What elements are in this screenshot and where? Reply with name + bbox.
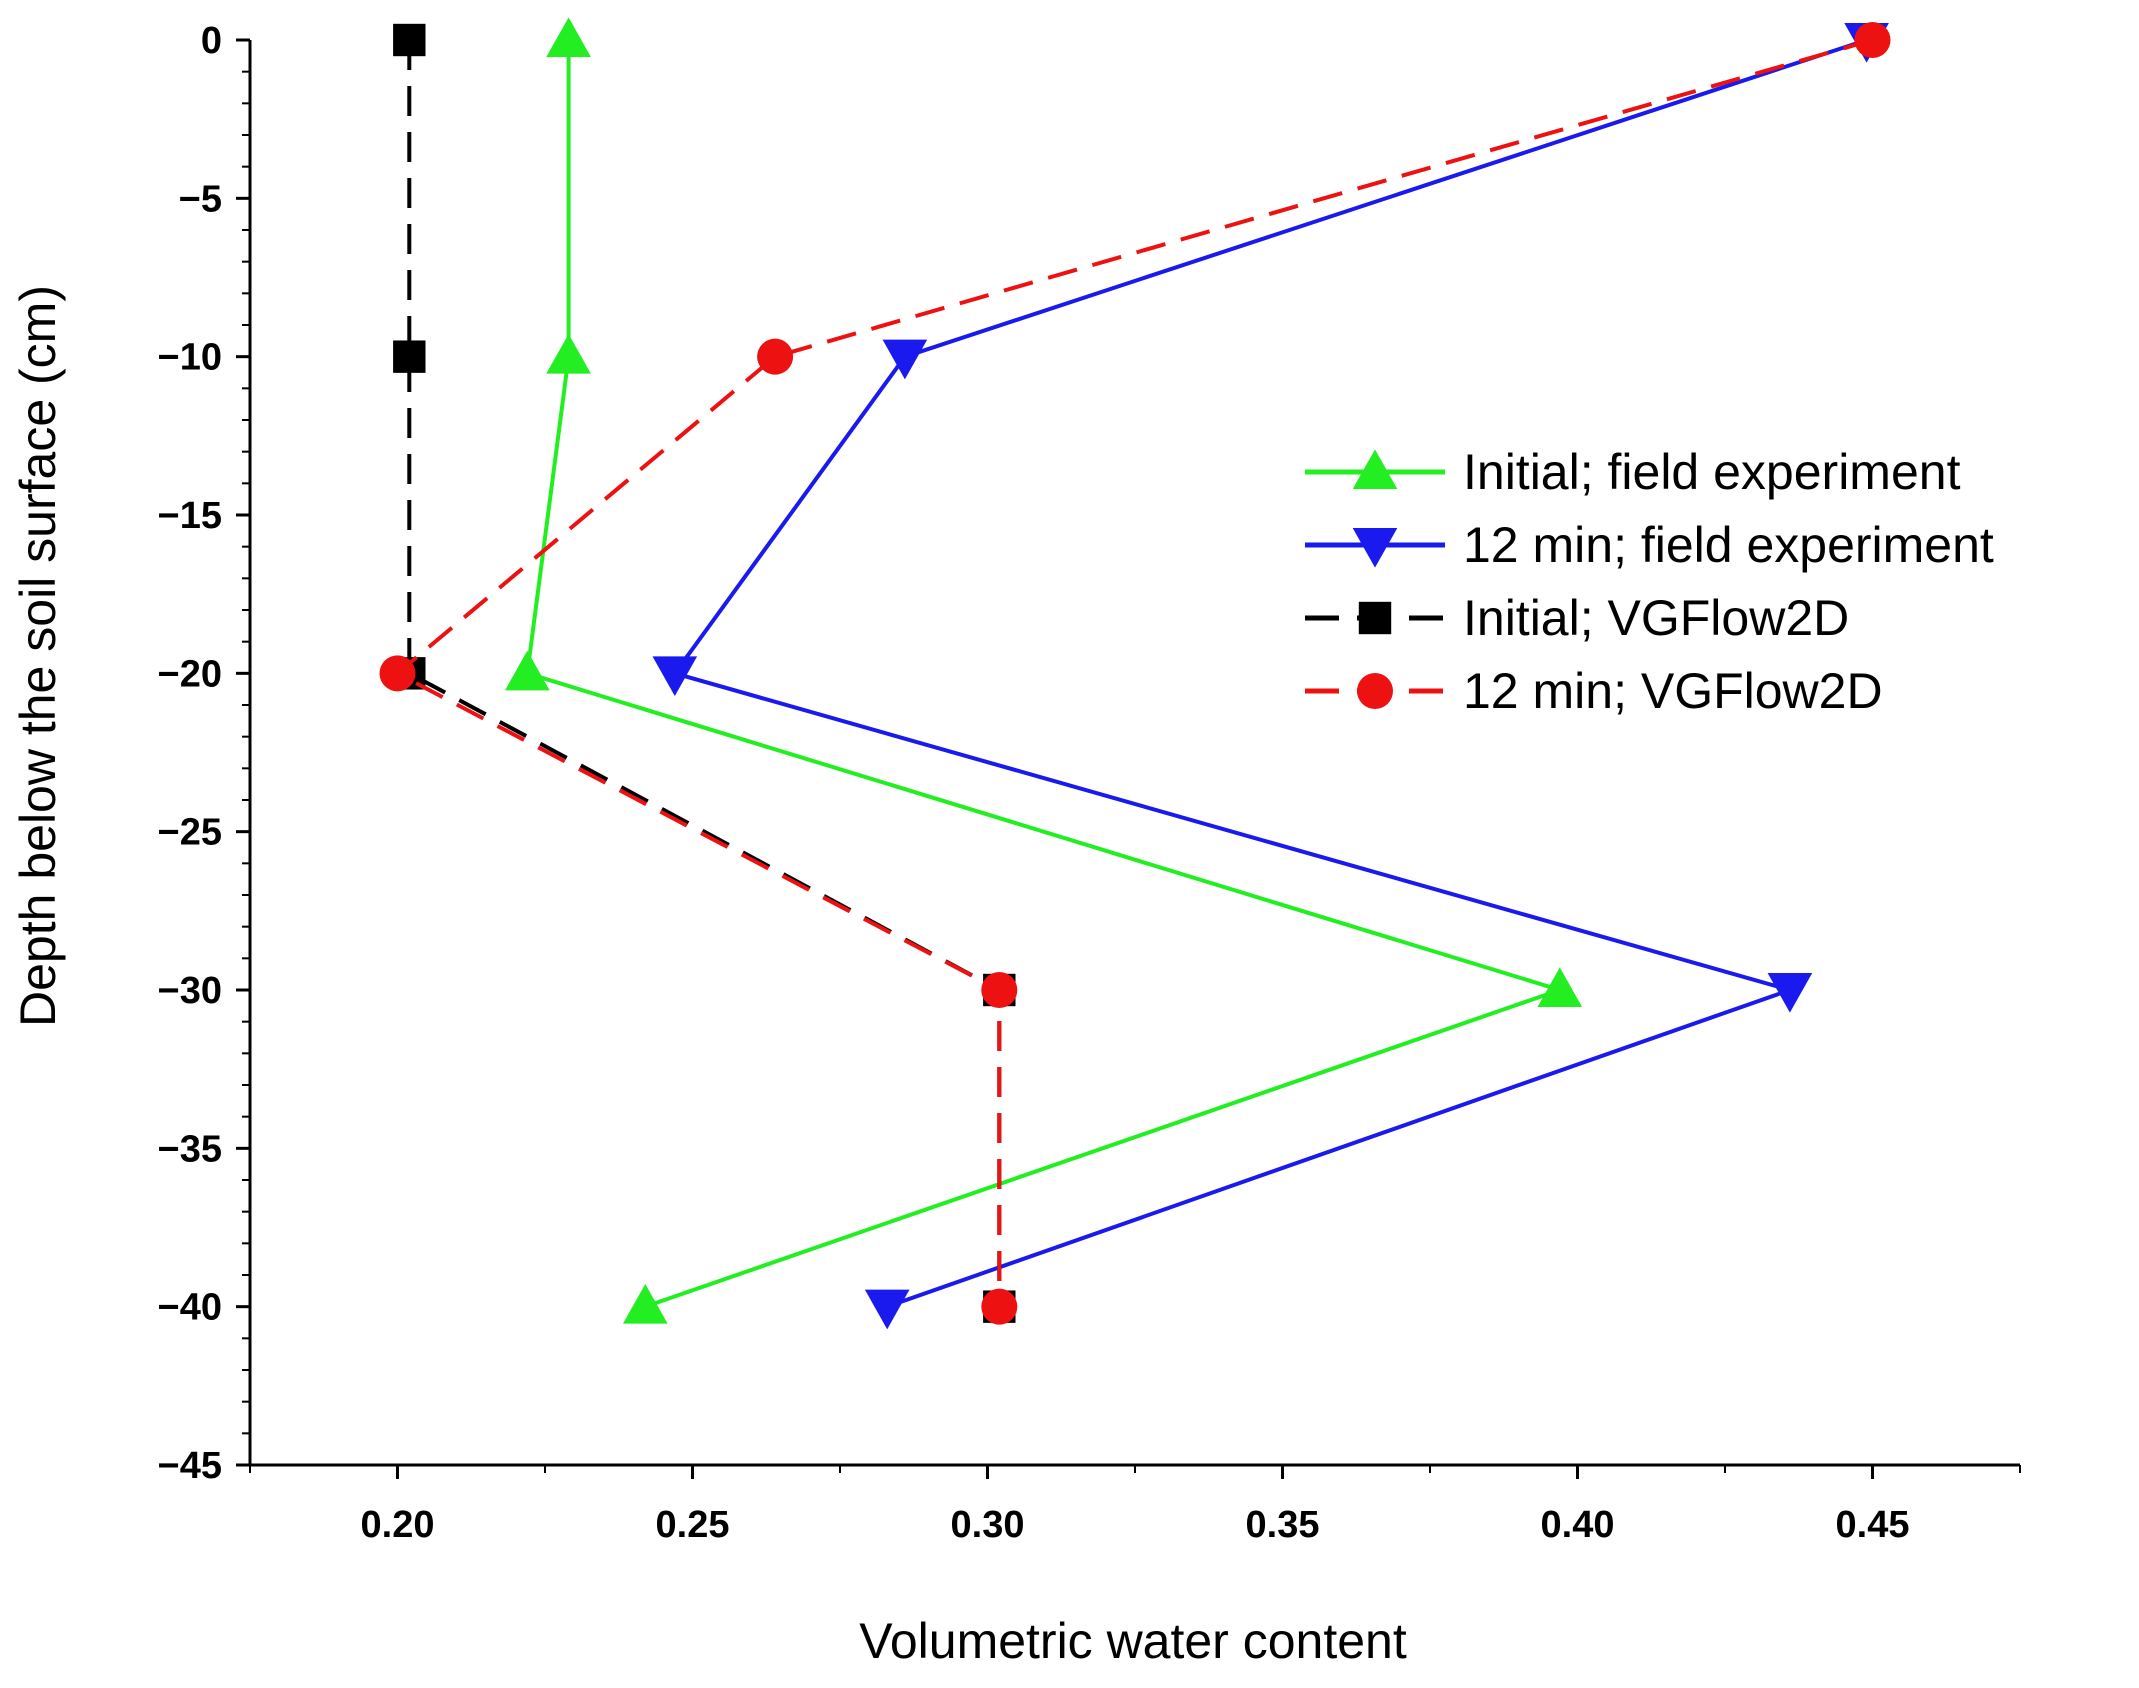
legend-marker xyxy=(1358,601,1392,635)
y-axis-title: Depth below the soil surface (cm) xyxy=(10,285,66,1027)
y-tick-label: −35 xyxy=(158,1128,222,1170)
data-point xyxy=(652,656,698,697)
data-point xyxy=(981,972,1018,1008)
legend-marker xyxy=(1352,449,1398,490)
x-tick-label: 0.30 xyxy=(951,1504,1025,1546)
data-point xyxy=(393,23,426,57)
legend-label: 12 min; field experiment xyxy=(1463,517,1994,573)
legend-item: Initial; VGFlow2D xyxy=(1305,590,1849,646)
series-line xyxy=(407,40,1002,1307)
x-tick-label: 0.40 xyxy=(1541,1504,1615,1546)
legend: Initial; field experiment 12 min; field e… xyxy=(1305,444,1994,719)
data-point xyxy=(757,338,794,375)
legend-item: 12 min; field experiment xyxy=(1305,517,1994,573)
legend-label: 12 min; VGFlow2D xyxy=(1463,663,1883,719)
legend-label: Initial; VGFlow2D xyxy=(1463,590,1849,646)
data-point xyxy=(981,1288,1018,1325)
legend-label: Initial; field experiment xyxy=(1463,444,1961,500)
y-tick-label: −20 xyxy=(158,653,222,695)
y-tick-label: −30 xyxy=(158,970,222,1012)
data-point xyxy=(546,333,591,374)
x-axis-title: Volumetric water content xyxy=(859,1613,1407,1669)
x-tick-label: 0.45 xyxy=(1836,1504,1910,1546)
x-tick-label: 0.35 xyxy=(1246,1504,1320,1546)
y-tick-label: −45 xyxy=(158,1445,222,1487)
data-point xyxy=(546,17,591,58)
y-tick-label: −25 xyxy=(158,812,222,854)
data-point xyxy=(622,1283,668,1324)
legend-marker xyxy=(1352,527,1398,568)
y-tick-label: 0 xyxy=(201,20,222,62)
data-point xyxy=(1767,972,1813,1013)
x-tick-label: 0.25 xyxy=(656,1504,730,1546)
y-tick-label: −10 xyxy=(158,337,222,379)
y-tick-label: −40 xyxy=(158,1287,222,1329)
y-tick-label: −5 xyxy=(179,178,222,220)
y-tick-label: −15 xyxy=(158,495,222,537)
legend-item: 12 min; VGFlow2D xyxy=(1305,663,1883,719)
data-point xyxy=(864,1289,910,1330)
data-point xyxy=(1854,22,1891,58)
data-point xyxy=(504,650,550,691)
series-initial-vgflow2d xyxy=(393,23,1016,1323)
series-initial-field-experiment xyxy=(504,17,1583,1324)
data-point xyxy=(393,340,426,373)
data-point xyxy=(882,339,928,380)
legend-marker xyxy=(1357,673,1393,709)
axes: 0.20 0.25 0.30 0.35 0.40 0.45 0 −5 −10 −15 −20 −25 −… xyxy=(158,20,2021,1546)
x-tick-label: 0.20 xyxy=(361,1504,435,1546)
data-point xyxy=(1537,967,1583,1008)
series-layer xyxy=(379,17,1891,1330)
data-point xyxy=(379,655,416,692)
series-12-min-vgflow2d xyxy=(379,22,1891,1325)
legend-item: Initial; field experiment xyxy=(1305,444,1961,500)
